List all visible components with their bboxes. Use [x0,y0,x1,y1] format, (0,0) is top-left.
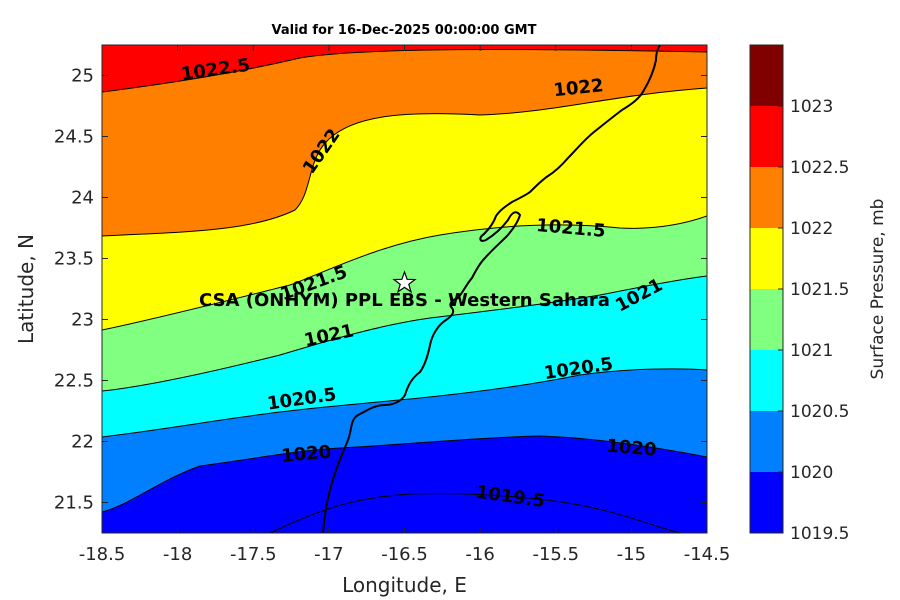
coastline [322,45,661,533]
y-tick-label: 21.5 [54,493,94,514]
colorbar-tick-label: 1020 [790,463,833,483]
contour-label: 1022 [552,75,604,101]
band-1019.5 [102,436,707,533]
y-tick-label: 24 [71,188,94,209]
colorbar: 1019.5 1020 1020.5 1021 1021.5 1022 1022.5 1023 [749,44,849,544]
star-icon [392,270,417,294]
x-tick-label: -16 [465,544,494,565]
x-tick-label: -17 [314,544,343,565]
colorbar-tick-label: 1021 [790,341,833,361]
y-axis-ticks: 21.5 22 22.5 23 23.5 24 24.5 25 [54,66,707,514]
colorbar-tick-label: 1022 [790,219,833,239]
colorbar-segment [750,472,783,533]
x-tick-label: -14.5 [684,544,731,565]
colorbar-segment [750,45,783,106]
colorbar-tick-label: 1022.5 [790,158,849,178]
colorbar-segment [750,350,783,411]
x-tick-label: -15.5 [532,544,579,565]
colorbar-segment [750,228,783,289]
contour-label: 1020 [605,435,657,460]
y-tick-label: 23 [71,310,94,331]
x-axis-label: Longitude, E [342,573,467,597]
y-tick-label: 25 [71,66,94,87]
colorbar-tick-label: 1023 [790,97,833,117]
y-tick-label: 22 [71,432,94,453]
x-tick-label: -15 [617,544,646,565]
y-tick-label: 24.5 [54,127,94,148]
x-axis-ticks: -18.5 -18 -17.5 -17 -16.5 -16 -15.5 -15 -14.5 [79,45,731,565]
map-title: Valid for 16-Dec-2025 00:00:00 GMT [271,23,537,38]
x-tick-label: -17.5 [230,544,277,565]
x-tick-label: -18.5 [79,544,126,565]
isolines [102,49,707,533]
colorbar-tick-label: 1019.5 [790,524,849,544]
colorbar-label: Surface Pressure, mb [868,199,888,380]
contour-label: 1020 [280,442,332,467]
x-tick-label: -18 [163,544,192,565]
y-tick-label: 22.5 [54,371,94,392]
colorbar-segment [750,106,783,167]
site-layer: CSA (ONHYM) PPL EBS - Western Sahara [199,270,610,311]
y-axis-label: Latitude, N [14,234,38,344]
colorbar-segment [750,411,783,472]
colorbar-tick-label: 1021.5 [790,280,849,300]
y-tick-label: 23.5 [54,249,94,270]
colorbar-segment [750,167,783,228]
colorbar-tick-label: 1020.5 [790,402,849,422]
site-label: CSA (ONHYM) PPL EBS - Western Sahara [199,290,610,311]
colorbar-segment [750,289,783,350]
pressure-bands [102,45,707,533]
x-tick-label: -16.5 [381,544,428,565]
